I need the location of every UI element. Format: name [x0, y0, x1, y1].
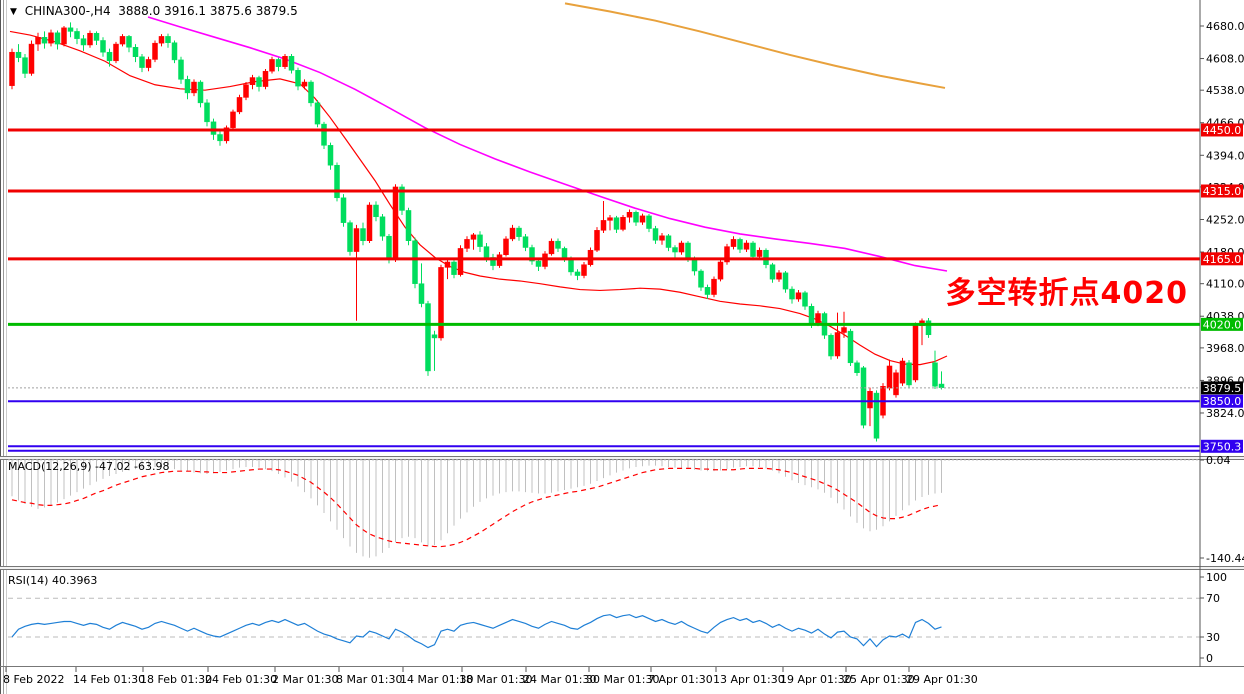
- macd-signal-line[interactable]: [11, 467, 942, 548]
- symbol-name: CHINA300-,H4: [24, 4, 111, 18]
- time-axis-label[interactable]: 18 Mar 01:30: [459, 673, 532, 686]
- rsi-axis-label: 0: [1206, 652, 1213, 665]
- ma-slow-magenta-line[interactable]: [147, 16, 948, 272]
- time-axis-label[interactable]: 18 Feb 01:30: [140, 673, 212, 686]
- price-chip-label: 3879.5: [1203, 382, 1242, 395]
- price-axis-label: 3968.0: [1206, 342, 1244, 355]
- price-chip-label: 3850.0: [1203, 395, 1242, 408]
- price-chip-label: 4450.0: [1203, 124, 1242, 137]
- price-axis-label: 3824.0: [1206, 407, 1244, 420]
- rsi-axis-label: 30: [1206, 631, 1220, 644]
- price-chip-3850.0: [1201, 394, 1243, 408]
- price-chip-label: 3750.3: [1203, 440, 1242, 453]
- ohlc-close: 3879.5: [255, 4, 298, 18]
- time-axis-label[interactable]: 14 Mar 01:30: [400, 673, 473, 686]
- price-chip-4450.0: [1201, 123, 1243, 137]
- time-axis-label[interactable]: 30 Mar 01:30: [586, 673, 659, 686]
- price-chip-label: 4020.0: [1203, 318, 1242, 331]
- rsi-indicator-label: RSI(14) 40.3963: [8, 574, 98, 587]
- ohlc-low: 3875.6: [209, 4, 252, 18]
- time-axis-label[interactable]: 24 Mar 01:30: [523, 673, 596, 686]
- symbol-dropdown-icon[interactable]: ▼: [10, 7, 17, 17]
- rsi-line[interactable]: [11, 614, 942, 649]
- price-axis-label: 4394.0: [1206, 149, 1244, 162]
- price-axis-label: 4608.0: [1206, 53, 1244, 66]
- symbol-ohlc-line: ▼ CHINA300-,H4 3888.0 3916.1 3875.6 3879…: [10, 4, 298, 18]
- time-axis-label[interactable]: 8 Mar 01:30: [336, 673, 402, 686]
- price-axis-label: 4680.0: [1206, 20, 1244, 33]
- time-axis-label[interactable]: 8 Feb 2022: [3, 673, 64, 686]
- ma-long-orange-line[interactable]: [564, 2, 946, 89]
- ohlc-high: 3916.1: [164, 4, 207, 18]
- time-axis-label[interactable]: 25 Apr 01:30: [843, 673, 915, 686]
- window-left-border: [0, 0, 1, 694]
- rsi-axis-label: 100: [1206, 571, 1227, 584]
- price-axis-label: 4110.0: [1206, 278, 1244, 291]
- ohlc-open: 3888.0: [118, 4, 161, 18]
- chart-annotation-text[interactable]: 多空转折点4020: [945, 276, 1188, 311]
- time-axis-label[interactable]: 7 Apr 01:30: [648, 673, 713, 686]
- time-axis-label[interactable]: 2 Mar 01:30: [272, 673, 338, 686]
- price-axis-label: 4252.0: [1206, 213, 1244, 226]
- price-chip-4165.0: [1201, 252, 1243, 266]
- time-axis-label[interactable]: 19 Apr 01:30: [780, 673, 852, 686]
- price-chip-label: 4165.0: [1203, 253, 1242, 266]
- macd-axis-label: 0.04: [1206, 454, 1231, 467]
- macd-axis-label: -140.44: [1206, 552, 1244, 565]
- price-axis-label: 4538.0: [1206, 84, 1244, 97]
- price-chip-3750.3: [1201, 439, 1243, 453]
- time-axis-label[interactable]: 13 Apr 01:30: [713, 673, 785, 686]
- macd-indicator-label: MACD(12,26,9) -47.02 -63.98: [8, 460, 170, 473]
- macd-histogram[interactable]: [11, 460, 942, 558]
- price-chip-label: 4315.0: [1203, 185, 1242, 198]
- rsi-axis-label: 70: [1206, 592, 1220, 605]
- time-axis-label[interactable]: 24 Feb 01:30: [205, 673, 277, 686]
- price-chip-4315.0: [1201, 184, 1243, 198]
- time-axis-label[interactable]: 29 Apr 01:30: [906, 673, 978, 686]
- time-axis-label[interactable]: 14 Feb 01:30: [73, 673, 145, 686]
- price-chip-4020.0: [1201, 317, 1243, 331]
- price-chip-3879.5: [1201, 381, 1243, 395]
